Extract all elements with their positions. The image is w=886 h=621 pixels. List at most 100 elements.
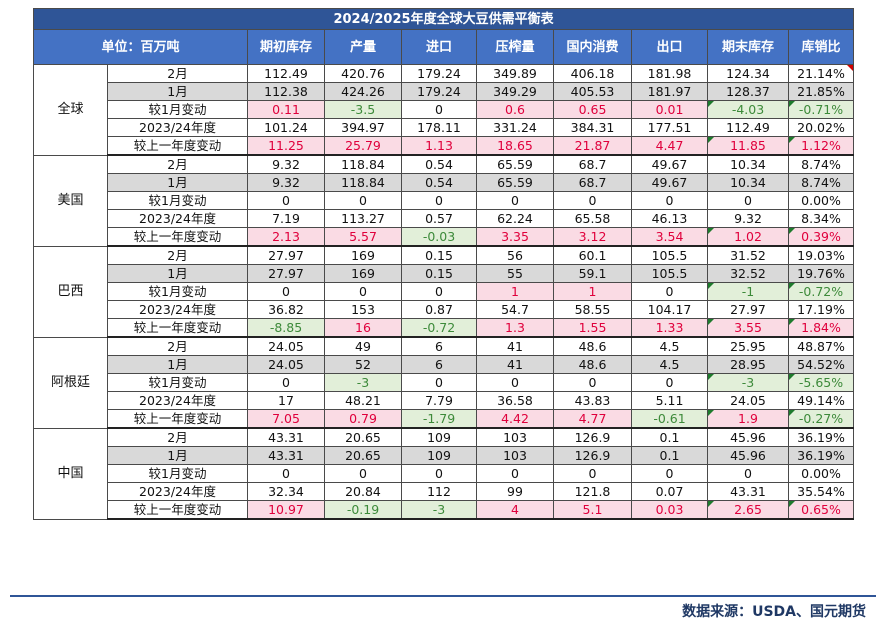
row-label: 1月 xyxy=(107,173,248,192)
row-label: 1月 xyxy=(107,446,248,465)
region-label: 巴西 xyxy=(33,245,108,338)
value-cell: 19.03% xyxy=(787,245,855,265)
value-cell: 54.7 xyxy=(476,300,554,319)
value-cell: 0.1 xyxy=(631,446,708,465)
value-cell: 5.57 xyxy=(324,227,402,247)
value-cell: 35.54% xyxy=(787,482,855,501)
row-label: 2023/24年度 xyxy=(107,300,248,319)
value-cell: 0.01 xyxy=(631,100,708,119)
value-cell: 126.9 xyxy=(553,427,632,447)
table-row: 2023/24年度 7.19 113.27 0.57 62.24 65.58 46.13 9.… xyxy=(34,209,855,228)
value-cell: 118.84 xyxy=(324,173,402,192)
value-cell: 56 xyxy=(476,245,554,265)
value-cell: 0.1 xyxy=(631,427,708,447)
value-cell: 4 xyxy=(476,500,554,520)
value-cell: 105.5 xyxy=(631,264,708,283)
value-cell: 36.19% xyxy=(787,427,855,447)
value-cell: 0.15 xyxy=(401,264,477,283)
value-cell: 424.26 xyxy=(324,82,402,101)
value-cell: 25.79 xyxy=(324,136,402,156)
value-cell: 68.7 xyxy=(553,154,632,174)
value-cell: 65.58 xyxy=(553,209,632,228)
table-row: 1月 9.32 118.84 0.54 65.59 68.7 49.67 10.34 8.74% xyxy=(34,173,855,192)
value-cell: 11.85 xyxy=(707,136,789,156)
value-cell: -3 xyxy=(401,500,477,520)
value-cell: 0 xyxy=(631,464,708,483)
value-cell: 1.55 xyxy=(553,318,632,338)
value-cell: 0.07 xyxy=(631,482,708,501)
unit-label: 单位：百万吨 xyxy=(33,29,248,65)
value-cell: 0.00% xyxy=(787,191,855,210)
col-header: 产量 xyxy=(324,29,402,65)
value-cell: 0 xyxy=(401,373,477,392)
value-cell: 65.59 xyxy=(476,173,554,192)
value-cell: 112 xyxy=(401,482,477,501)
value-cell: -0.72 xyxy=(401,318,477,338)
row-label: 较1月变动 xyxy=(107,100,248,119)
value-cell: 25.95 xyxy=(707,336,789,356)
row-label: 较上一年度变动 xyxy=(107,500,248,520)
value-cell: -0.27% xyxy=(787,409,855,429)
value-cell: 0 xyxy=(401,464,477,483)
value-cell: -3 xyxy=(324,373,402,392)
value-cell: 0 xyxy=(707,191,789,210)
value-cell: 54.52% xyxy=(787,355,855,374)
value-cell: 349.89 xyxy=(476,64,554,83)
value-cell: 169 xyxy=(324,245,402,265)
col-header: 期末库存 xyxy=(707,29,789,65)
value-cell: 0 xyxy=(631,373,708,392)
value-cell: 0 xyxy=(476,373,554,392)
value-cell: 181.98 xyxy=(631,64,708,83)
row-label: 2月 xyxy=(107,245,248,265)
value-cell: 0.54 xyxy=(401,173,477,192)
value-cell: 126.9 xyxy=(553,446,632,465)
value-cell: 0.57 xyxy=(401,209,477,228)
table-row: 2023/24年度 32.34 20.84 112 99 121.8 0.07 43.31 35… xyxy=(34,482,855,501)
value-cell: -3.5 xyxy=(324,100,402,119)
value-cell: 43.31 xyxy=(247,446,325,465)
value-cell: 48.6 xyxy=(553,355,632,374)
value-cell: 49 xyxy=(324,336,402,356)
value-cell: 1.12% xyxy=(787,136,855,156)
col-header: 压榨量 xyxy=(476,29,554,65)
value-cell: -5.65% xyxy=(787,373,855,392)
value-cell: 16 xyxy=(324,318,402,338)
value-cell: 0 xyxy=(324,191,402,210)
value-cell: 2.13 xyxy=(247,227,325,247)
value-cell: 49.67 xyxy=(631,173,708,192)
table-row: 较上一年度变动 7.05 0.79 -1.79 4.42 4.77 -0.61 1.9 -0.2… xyxy=(34,409,855,429)
table-row: 1月 27.97 169 0.15 55 59.1 105.5 32.52 19.76% xyxy=(34,264,855,283)
value-cell: 0.39% xyxy=(787,227,855,247)
value-cell: 384.31 xyxy=(553,118,632,137)
value-cell: 109 xyxy=(401,446,477,465)
region-label: 阿根廷 xyxy=(33,336,108,429)
value-cell: 99 xyxy=(476,482,554,501)
value-cell: 4.47 xyxy=(631,136,708,156)
value-cell: 0.54 xyxy=(401,154,477,174)
row-label: 较1月变动 xyxy=(107,373,248,392)
value-cell: 112.38 xyxy=(247,82,325,101)
value-cell: 179.24 xyxy=(401,64,477,83)
value-cell: 4.42 xyxy=(476,409,554,429)
value-cell: -0.19 xyxy=(324,500,402,520)
value-cell: 109 xyxy=(401,427,477,447)
value-cell: 48.6 xyxy=(553,336,632,356)
table-row: 2023/24年度 36.82 153 0.87 54.7 58.55 104.17 27.9… xyxy=(34,300,855,319)
value-cell: 0.03 xyxy=(631,500,708,520)
value-cell: 46.13 xyxy=(631,209,708,228)
region-label: 中国 xyxy=(33,427,108,520)
value-cell: 101.24 xyxy=(247,118,325,137)
row-label: 1月 xyxy=(107,264,248,283)
value-cell: -8.85 xyxy=(247,318,325,338)
value-cell: 20.65 xyxy=(324,427,402,447)
table-row: 较1月变动 0 -3 0 0 0 0 -3 -5.65% xyxy=(34,373,855,392)
value-cell: 103 xyxy=(476,446,554,465)
value-cell: 331.24 xyxy=(476,118,554,137)
value-cell: -0.71% xyxy=(787,100,855,119)
row-label: 2023/24年度 xyxy=(107,482,248,501)
table-row: 较1月变动 0 0 0 0 0 0 0 0.00% xyxy=(34,191,855,210)
row-label: 2月 xyxy=(107,154,248,174)
value-cell: 49.67 xyxy=(631,154,708,174)
value-cell: 60.1 xyxy=(553,245,632,265)
value-cell: 124.34 xyxy=(707,64,789,83)
